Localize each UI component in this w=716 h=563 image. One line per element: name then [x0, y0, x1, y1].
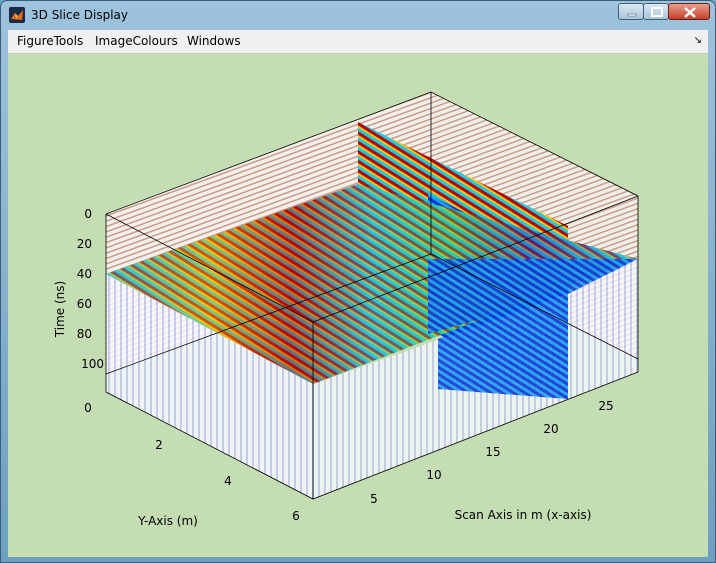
horizontal-slice-blue-region	[428, 259, 638, 334]
x-tick: 20	[543, 422, 558, 436]
title-bar[interactable]: 3D Slice Display	[1, 1, 715, 30]
z-tick: 20	[77, 237, 92, 251]
close-button[interactable]	[668, 3, 710, 20]
x-tick: 5	[370, 492, 378, 506]
minimize-button[interactable]	[618, 3, 644, 20]
x-tick: 10	[426, 468, 441, 482]
matlab-icon	[9, 7, 25, 23]
z-tick: 100	[81, 357, 104, 371]
axes-box	[105, 91, 639, 500]
dock-arrow-icon[interactable]: ↘	[693, 35, 702, 46]
menu-windows[interactable]: Windows	[187, 34, 241, 48]
z-tick: 60	[77, 297, 92, 311]
maximize-icon	[651, 7, 663, 17]
menu-figuretools[interactable]: FigureTools	[17, 34, 84, 48]
close-icon	[684, 7, 696, 18]
y-tick: 2	[155, 438, 163, 452]
maximize-button[interactable]	[643, 3, 669, 20]
y-tick: 6	[292, 509, 300, 523]
front-left-wall-slice	[106, 274, 313, 499]
z-tick: 80	[77, 327, 92, 341]
y-axis: 0 2 4 6 Y-Axis (m)	[84, 401, 300, 528]
menu-imagecolours[interactable]: ImageColours	[95, 34, 178, 48]
z-axis: 0 20 40 60 80 100 Time (ns)	[53, 207, 104, 371]
window-title: 3D Slice Display	[31, 8, 129, 22]
z-tick: 0	[84, 207, 92, 221]
y-axis-label: Y-Axis (m)	[137, 514, 198, 528]
minimize-icon	[627, 13, 637, 17]
front-wall-blue-region	[438, 294, 568, 399]
x-tick: 15	[485, 445, 500, 459]
y-tick: 0	[84, 401, 92, 415]
y-tick: 4	[224, 474, 232, 488]
menu-bar: FigureTools ImageColours Windows ↘	[8, 30, 708, 54]
x-axis: 5 10 15 20 25 Scan Axis in m (x-axis)	[370, 399, 613, 522]
x-tick: 25	[598, 399, 613, 413]
x-axis-label: Scan Axis in m (x-axis)	[455, 508, 592, 522]
figure-canvas: 0 20 40 60 80 100 Time (ns) 0 2 4 6 Y-Ax…	[8, 54, 708, 557]
horizontal-time-slice-texture	[106, 184, 638, 384]
3d-slice-plot[interactable]: 0 20 40 60 80 100 Time (ns) 0 2 4 6 Y-Ax…	[8, 54, 708, 557]
z-axis-label: Time (ns)	[53, 281, 67, 338]
z-tick: 40	[77, 267, 92, 281]
